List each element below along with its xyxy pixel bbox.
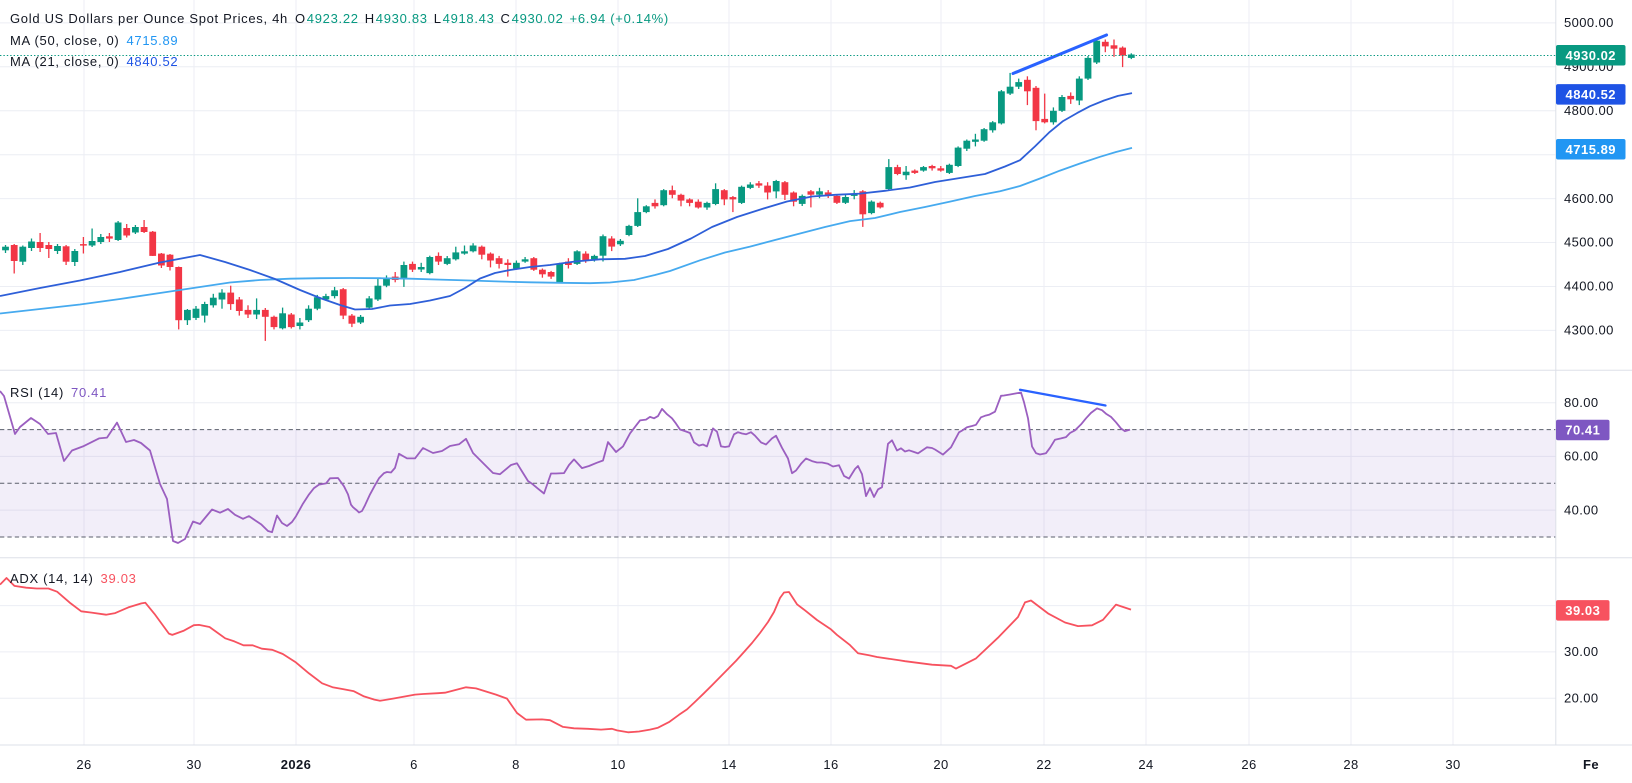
svg-text:ADX (14, 14)39.03: ADX (14, 14) 39.03: [10, 571, 137, 586]
svg-text:22: 22: [1036, 757, 1051, 772]
svg-text:4300.00: 4300.00: [1564, 323, 1614, 338]
svg-text:10: 10: [610, 757, 625, 772]
svg-text:30: 30: [1445, 757, 1460, 772]
svg-text:MA (50, close, 0)4715.89: MA (50, close, 0) 4715.89: [10, 33, 178, 48]
svg-text:Gold US Dollars per Ounce Spot: Gold US Dollars per Ounce Spot Prices, 4…: [10, 11, 669, 26]
svg-text:4840.52: 4840.52: [1566, 87, 1617, 102]
svg-text:20.00: 20.00: [1564, 690, 1599, 705]
svg-text:30.00: 30.00: [1564, 644, 1599, 659]
svg-text:30: 30: [186, 757, 201, 772]
svg-text:16: 16: [823, 757, 838, 772]
svg-text:4400.00: 4400.00: [1564, 279, 1614, 294]
svg-text:6: 6: [410, 757, 418, 772]
svg-text:24: 24: [1138, 757, 1153, 772]
svg-text:40.00: 40.00: [1564, 502, 1599, 517]
svg-text:80.00: 80.00: [1564, 395, 1599, 410]
svg-text:4800.00: 4800.00: [1564, 103, 1614, 118]
svg-text:20: 20: [933, 757, 948, 772]
svg-text:39.03: 39.03: [1565, 603, 1600, 618]
svg-text:Fe: Fe: [1583, 757, 1599, 772]
svg-text:28: 28: [1343, 757, 1358, 772]
svg-text:26: 26: [76, 757, 91, 772]
svg-text:4500.00: 4500.00: [1564, 235, 1614, 250]
svg-text:2026: 2026: [281, 757, 312, 772]
svg-text:RSI (14)70.41: RSI (14) 70.41: [10, 385, 107, 400]
svg-text:4600.00: 4600.00: [1564, 191, 1614, 206]
svg-text:4930.02: 4930.02: [1566, 48, 1617, 63]
svg-text:14: 14: [721, 757, 736, 772]
svg-text:4715.89: 4715.89: [1566, 142, 1617, 157]
svg-text:60.00: 60.00: [1564, 449, 1599, 464]
svg-text:5000.00: 5000.00: [1564, 15, 1614, 30]
svg-text:8: 8: [512, 757, 520, 772]
svg-text:MA (21, close, 0)4840.52: MA (21, close, 0) 4840.52: [10, 54, 178, 69]
svg-text:70.41: 70.41: [1565, 423, 1600, 438]
svg-text:26: 26: [1241, 757, 1256, 772]
